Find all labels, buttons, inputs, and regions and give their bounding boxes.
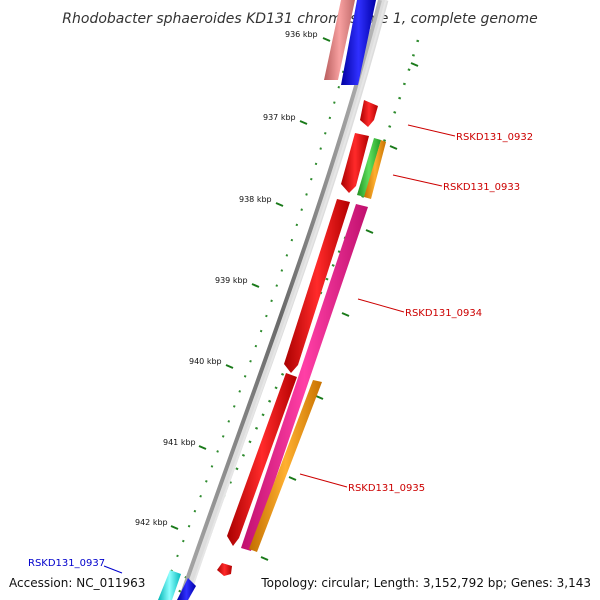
gene-feature[interactable] [241,204,368,551]
ruler-tick [299,120,308,125]
ruler-tick [288,476,297,481]
gene-feature[interactable] [249,380,322,552]
kbp-label: 942 kbp [135,518,168,527]
gene-label-0933[interactable]: RSKD131_0933 [443,182,520,193]
chromosome-backbone [178,0,389,600]
ruler-tick [389,145,398,150]
leader-line [407,124,456,137]
kbp-label: 939 kbp [215,276,248,285]
genome-summary-text: Topology: circular; Length: 3,152,792 bp… [260,576,591,590]
gene-label-0934[interactable]: RSKD131_0934 [405,308,482,319]
ruler-tick [315,395,324,400]
ruler-tick [275,202,284,207]
ruler-tick [410,62,419,67]
gene-feature[interactable] [364,140,386,199]
gene-feature[interactable] [177,578,196,600]
gene-feature[interactable] [341,133,369,193]
gene-feature[interactable] [341,0,376,85]
leader-line [103,565,123,574]
kbp-label: 941 kbp [163,438,196,447]
gene-label-0937[interactable]: RSKD131_0937 [28,558,105,569]
gene-feature[interactable] [284,199,350,373]
gene-features [158,0,386,600]
ruler-tick [198,445,207,450]
accession-text: Accession: NC_011963 [9,576,145,590]
ruler-tick [260,556,269,561]
inner-ticks [260,62,419,561]
gene-label-leaders [103,124,456,574]
kbp-ruler: 936 kbp 937 kbp 938 kbp 939 kbp 940 kbp … [135,30,353,600]
kbp-label: 936 kbp [285,30,318,39]
kbp-label: 938 kbp [239,195,272,204]
map-title: Rhodobacter sphaeroides KD131 chromosome… [62,11,537,27]
gene-feature[interactable] [158,570,181,600]
ruler-tick [170,525,179,530]
ruler-tick [341,312,350,317]
kbp-label: 940 kbp [189,357,222,366]
leader-line [299,473,348,488]
gene-feature[interactable] [360,100,378,127]
leader-line [357,298,405,313]
gene-feature[interactable] [227,373,297,546]
gene-feature[interactable] [357,138,381,197]
ruler-tick [251,283,260,288]
ruler-tick [322,37,331,42]
gene-label-0935[interactable]: RSKD131_0935 [348,483,425,494]
gene-label-0932[interactable]: RSKD131_0932 [456,132,533,143]
ruler-tick [225,364,234,369]
kbp-label: 937 kbp [263,113,296,122]
ruler-tick [365,229,374,234]
gene-feature[interactable] [217,563,232,576]
gene-feature[interactable] [324,0,355,80]
leader-line [392,174,443,187]
